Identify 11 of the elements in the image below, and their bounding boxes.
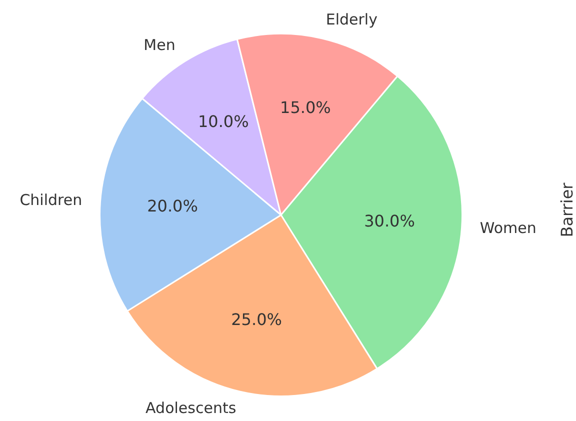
text: Barrier (558, 182, 576, 238)
slice-label: Elderly (326, 10, 378, 29)
data-label: 10.0% (198, 112, 249, 131)
slice-label: Men (144, 36, 176, 54)
data-label: 30.0% (364, 212, 415, 231)
data-label: 15.0% (280, 98, 331, 118)
data-label: 20.0% (147, 196, 198, 216)
slice-label: Children (20, 190, 82, 209)
slice-label: Adolescents (146, 399, 236, 418)
data-label: 25.0% (231, 310, 282, 330)
slice-label: Women (480, 218, 536, 237)
